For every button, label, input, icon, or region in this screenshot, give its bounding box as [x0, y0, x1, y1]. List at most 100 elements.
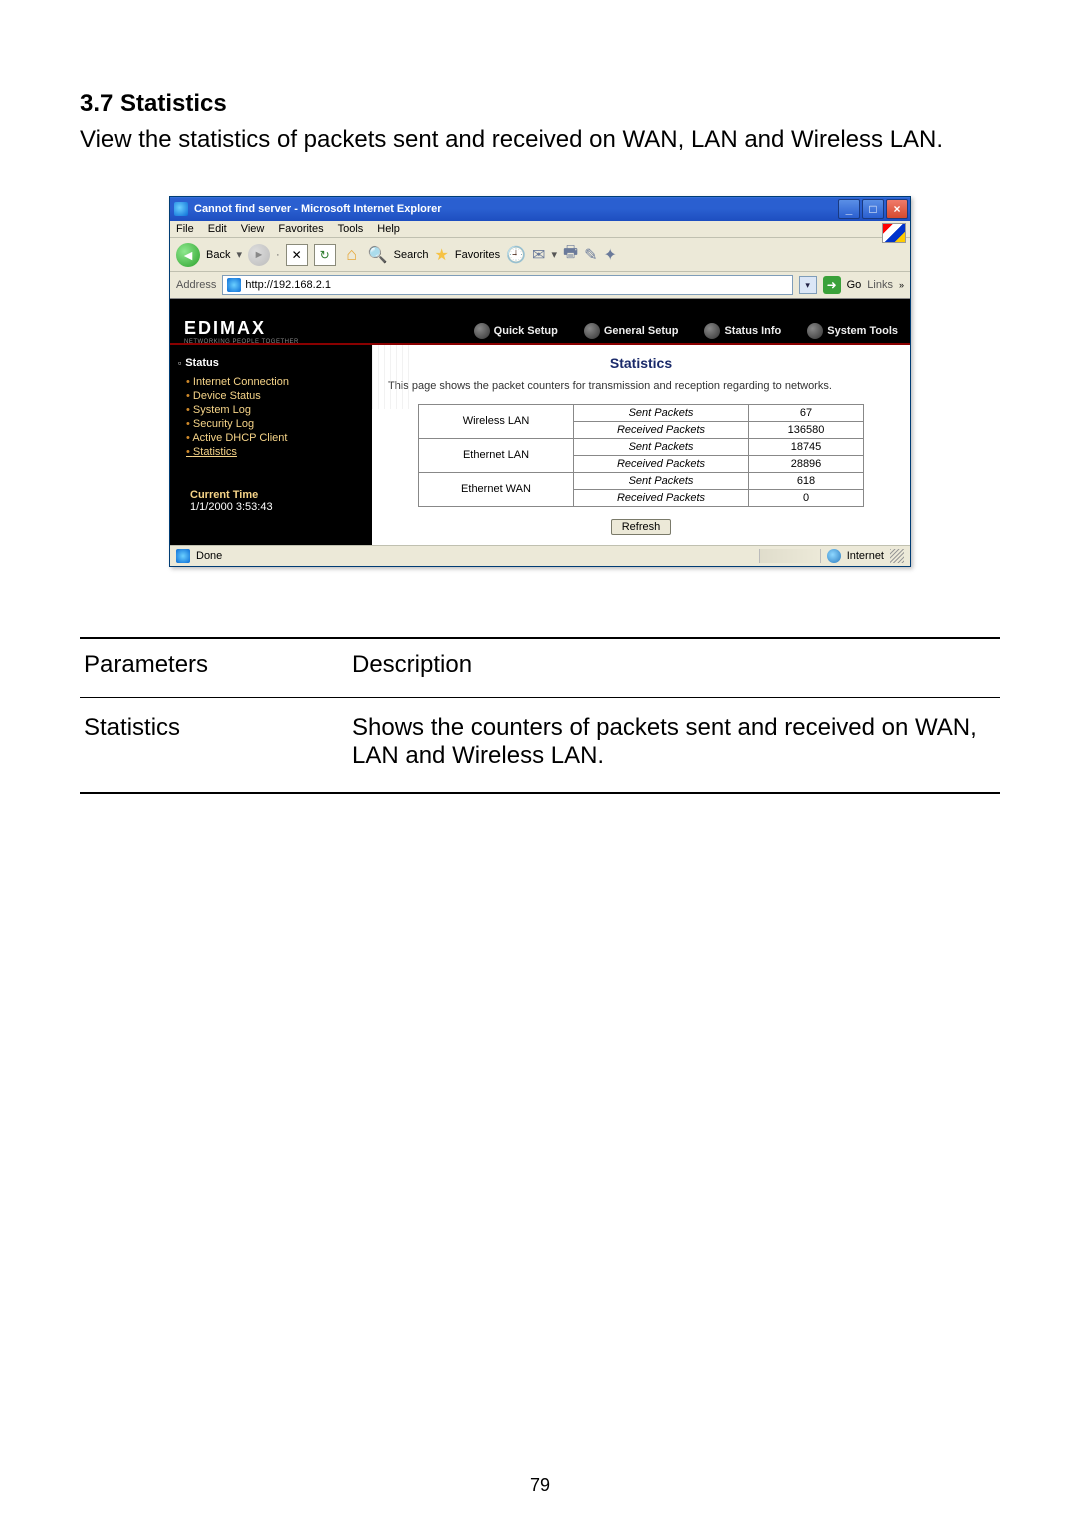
- brand-tagline: NETWORKING PEOPLE TOGETHER: [184, 339, 299, 345]
- window-title: Cannot find server - Microsoft Internet …: [194, 203, 838, 215]
- nav-quick-label: Quick Setup: [494, 325, 558, 337]
- window-titlebar: Cannot find server - Microsoft Internet …: [170, 197, 910, 221]
- sidebar-heading[interactable]: Status: [176, 353, 366, 375]
- nav-system-tools[interactable]: System Tools: [807, 323, 898, 339]
- document-page: 3.7 Statistics View the statistics of pa…: [0, 0, 1080, 1536]
- close-button[interactable]: ×: [886, 199, 908, 219]
- menu-tools[interactable]: Tools: [338, 223, 364, 235]
- cell-metric: Received Packets: [574, 489, 749, 506]
- router-header: EDIMAX NETWORKING PEOPLE TOGETHER Quick …: [170, 299, 910, 345]
- links-label[interactable]: Links: [867, 279, 893, 291]
- sidebar-item-statistics[interactable]: Statistics: [186, 445, 366, 459]
- status-progress: [759, 549, 821, 563]
- cell-iface: Ethernet LAN: [419, 438, 574, 472]
- sidebar-item-internet-connection[interactable]: Internet Connection: [186, 375, 366, 389]
- search-icon[interactable]: 🔍: [368, 245, 388, 265]
- sidebar-item-security-log[interactable]: Security Log: [186, 417, 366, 431]
- history-icon[interactable]: 🕘: [506, 245, 526, 265]
- address-value: http://192.168.2.1: [245, 279, 331, 291]
- go-label: Go: [847, 279, 862, 291]
- cell-value: 18745: [749, 438, 864, 455]
- section-intro: View the statistics of packets sent and …: [80, 124, 1000, 156]
- menu-favorites[interactable]: Favorites: [278, 223, 323, 235]
- sidebar-item-device-status[interactable]: Device Status: [186, 389, 366, 403]
- ie-window: Cannot find server - Microsoft Internet …: [169, 196, 911, 566]
- links-dropdown-icon[interactable]: »: [899, 280, 904, 290]
- menu-help[interactable]: Help: [377, 223, 400, 235]
- forward-button[interactable]: ►: [248, 244, 270, 266]
- search-label[interactable]: Search: [394, 249, 429, 261]
- statistics-table: Wireless LAN Sent Packets 67 Received Pa…: [418, 404, 864, 507]
- table-row: Ethernet LAN Sent Packets 18745: [419, 438, 864, 455]
- sidebar-list: Internet Connection Device Status System…: [176, 375, 366, 459]
- mail-dropdown-icon[interactable]: ▾: [551, 248, 557, 261]
- nav-status-info[interactable]: Status Info: [704, 323, 781, 339]
- menu-view[interactable]: View: [241, 223, 265, 235]
- section-heading: 3.7 Statistics: [80, 90, 1000, 118]
- nav-quick-setup[interactable]: Quick Setup: [474, 323, 558, 339]
- address-label: Address: [176, 279, 216, 291]
- header-description: Description: [348, 638, 1000, 698]
- page-icon: [176, 549, 190, 563]
- back-dropdown-icon[interactable]: ▾: [236, 248, 242, 261]
- address-field[interactable]: http://192.168.2.1: [222, 275, 792, 295]
- back-button[interactable]: ◄: [176, 243, 200, 267]
- address-bar: Address http://192.168.2.1 ▾ ➜ Go Links …: [170, 272, 910, 299]
- router-body: Status Internet Connection Device Status…: [170, 345, 910, 544]
- menu-edit[interactable]: Edit: [208, 223, 227, 235]
- favorites-label[interactable]: Favorites: [455, 249, 500, 261]
- cell-value: 67: [749, 404, 864, 421]
- page-number: 79: [0, 1475, 1080, 1496]
- minimize-button[interactable]: _: [838, 199, 860, 219]
- cell-desc: Shows the counters of packets sent and r…: [348, 697, 1000, 793]
- browser-viewport: EDIMAX NETWORKING PEOPLE TOGETHER Quick …: [170, 299, 910, 544]
- header-parameters: Parameters: [80, 638, 348, 698]
- refresh-button[interactable]: ↻: [314, 244, 336, 266]
- nav-status-label: Status Info: [724, 325, 781, 337]
- cell-metric: Sent Packets: [574, 404, 749, 421]
- mail-icon[interactable]: ✉: [532, 245, 545, 265]
- main-panel: Statistics This page shows the packet co…: [372, 345, 910, 544]
- edit-icon[interactable]: ✎: [584, 245, 597, 265]
- status-zone: Internet: [847, 550, 884, 562]
- sidebar-item-system-log[interactable]: System Log: [186, 403, 366, 417]
- cell-value: 28896: [749, 455, 864, 472]
- nav-general-setup[interactable]: General Setup: [584, 323, 679, 339]
- ie-logo-icon: [174, 202, 188, 216]
- info-icon: [704, 323, 720, 339]
- table-row: Ethernet WAN Sent Packets 618: [419, 472, 864, 489]
- maximize-button[interactable]: □: [862, 199, 884, 219]
- tools-icon: [807, 323, 823, 339]
- parameters-table: Parameters Description Statistics Shows …: [80, 637, 1000, 794]
- status-text: Done: [196, 550, 222, 562]
- go-button[interactable]: ➜: [823, 276, 841, 294]
- refresh-button[interactable]: Refresh: [611, 519, 672, 535]
- toolbar: ◄ Back ▾ ► · ✕ ↻ ⌂ 🔍 Search ★ Favorites …: [170, 238, 910, 272]
- cell-iface: Wireless LAN: [419, 404, 574, 438]
- internet-zone-icon: [827, 549, 841, 563]
- cell-value: 618: [749, 472, 864, 489]
- cell-metric: Received Packets: [574, 421, 749, 438]
- back-label[interactable]: Back: [206, 249, 230, 261]
- stop-button[interactable]: ✕: [286, 244, 308, 266]
- current-time-value: 1/1/2000 3:53:43: [176, 501, 366, 513]
- cell-value: 136580: [749, 421, 864, 438]
- wand-icon: [474, 323, 490, 339]
- resize-grip-icon[interactable]: [890, 549, 904, 563]
- panel-title: Statistics: [382, 355, 900, 371]
- status-bar: Done Internet: [170, 545, 910, 566]
- address-dropdown-icon[interactable]: ▾: [799, 276, 817, 294]
- top-nav: Quick Setup General Setup Status Info Sy…: [474, 323, 910, 343]
- discuss-icon[interactable]: ✦: [604, 245, 617, 265]
- globe-icon: [584, 323, 600, 339]
- favorites-icon[interactable]: ★: [435, 245, 449, 265]
- page-icon: [227, 278, 241, 292]
- table-row: Wireless LAN Sent Packets 67: [419, 404, 864, 421]
- toolbar-separator: ·: [276, 249, 280, 261]
- print-icon[interactable]: 🖶: [563, 241, 578, 268]
- home-button[interactable]: ⌂: [342, 245, 362, 265]
- menu-file[interactable]: File: [176, 223, 194, 235]
- decor-grid: [372, 345, 412, 409]
- nav-tools-label: System Tools: [827, 325, 898, 337]
- sidebar-item-active-dhcp-client[interactable]: Active DHCP Client: [186, 431, 366, 445]
